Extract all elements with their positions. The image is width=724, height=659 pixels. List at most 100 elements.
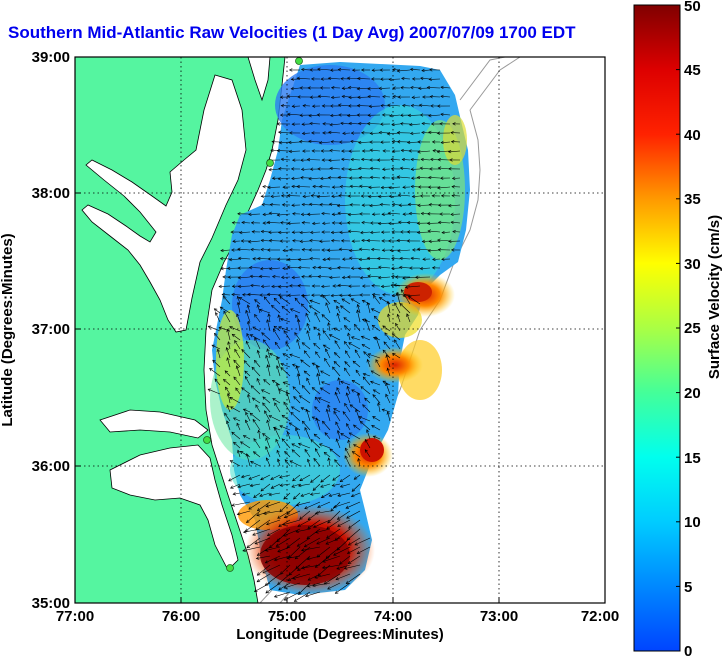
velocity-arrow: [371, 425, 381, 431]
velocity-arrow-head: [385, 393, 389, 398]
velocity-arrow: [316, 365, 321, 377]
velocity-arrow: [301, 69, 311, 71]
velocity-arrow: [319, 443, 331, 449]
velocity-arrow-head: [263, 379, 267, 383]
velocity-arrow: [373, 435, 381, 440]
velocity-arrow: [276, 356, 281, 368]
velocity-arrow-head: [316, 194, 320, 199]
velocity-arrow: [245, 412, 251, 422]
velocity-arrow-head: [250, 461, 254, 464]
velocity-arrow: [246, 341, 251, 350]
velocity-arrow-head: [332, 284, 336, 288]
velocity-arrow: [291, 449, 301, 458]
velocity-arrow-head: [271, 284, 275, 289]
velocity-arrow-head: [436, 149, 440, 154]
velocity-arrow-head: [348, 525, 352, 529]
velocity-arrow-head: [399, 122, 404, 126]
velocity-arrow-head: [364, 449, 369, 453]
velocity-arrow: [340, 483, 351, 488]
velocity-arrow: [276, 528, 291, 542]
velocity-arrow: [327, 404, 331, 413]
velocity-arrow-head: [247, 292, 251, 297]
velocity-arrow: [225, 387, 231, 395]
velocity-arrow-head: [269, 544, 273, 549]
velocity-arrow: [337, 204, 351, 207]
velocity-arrow-head: [297, 265, 302, 270]
velocity-arrow: [229, 326, 241, 332]
velocity-arrow-head: [347, 293, 352, 298]
velocity-arrow-head: [254, 541, 259, 545]
velocity-arrow: [308, 275, 321, 278]
velocity-arrow-head: [249, 483, 254, 488]
velocity-arrow-head: [440, 85, 444, 90]
velocity-arrow-head: [279, 317, 284, 322]
velocity-arrow: [321, 381, 331, 386]
velocity-arrow-head: [314, 511, 319, 515]
velocity-arrow-head: [376, 256, 381, 261]
y-axis-label: Latitude (Degrees:Minutes): [0, 233, 16, 426]
velocity-arrow: [253, 492, 261, 498]
velocity-arrow-head: [327, 586, 331, 590]
velocity-arrow: [388, 186, 401, 189]
velocity-arrow-head: [340, 433, 344, 437]
velocity-arrow-head: [381, 167, 386, 171]
velocity-arrow: [300, 359, 311, 368]
velocity-arrow: [352, 451, 361, 458]
velocity-arrow-head: [369, 230, 374, 235]
velocity-arrow-head: [335, 438, 339, 442]
velocity-arrow-head: [272, 398, 276, 402]
velocity-arrow-head: [384, 332, 388, 336]
velocity-arrow-head: [300, 67, 305, 72]
velocity-arrow: [224, 412, 231, 422]
velocity-arrow-head: [305, 312, 309, 317]
velocity-arrow-head: [346, 113, 351, 118]
velocity-arrow: [361, 222, 371, 224]
velocity-arrow: [357, 309, 361, 323]
velocity-arrow-head: [437, 157, 441, 162]
velocity-arrow: [357, 304, 361, 314]
velocity-arrow-head: [330, 95, 335, 100]
velocity-arrow-head: [387, 313, 391, 317]
velocity-arrow: [291, 443, 301, 449]
velocity-arrow-head: [355, 408, 359, 413]
velocity-arrow-head: [371, 68, 375, 72]
velocity-arrow: [333, 361, 341, 368]
velocity-arrow: [287, 266, 301, 269]
velocity-arrow-head: [268, 492, 273, 497]
velocity-arrow-head: [321, 248, 325, 252]
velocity-arrow: [243, 435, 251, 440]
velocity-arrow: [297, 373, 301, 386]
velocity-arrow: [260, 474, 271, 480]
velocity-arrow-head: [310, 479, 314, 483]
velocity-arrow-head: [396, 238, 400, 243]
velocity-arrow: [277, 510, 291, 519]
velocity-arrow: [291, 87, 301, 90]
velocity-arrow-head: [352, 360, 357, 365]
velocity-arrow: [410, 87, 421, 89]
velocity-arrow-head: [252, 326, 256, 330]
velocity-arrow-head: [295, 427, 299, 432]
velocity-arrow: [344, 403, 351, 413]
velocity-arrow-head: [347, 212, 352, 217]
velocity-arrow: [309, 258, 321, 260]
velocity-arrow: [307, 510, 321, 520]
velocity-arrow: [265, 573, 281, 586]
velocity-arrow-head: [408, 211, 413, 216]
velocity-arrow: [326, 409, 331, 422]
velocity-arrow-head: [311, 131, 315, 135]
velocity-arrow: [320, 177, 331, 179]
velocity-arrow-head: [322, 329, 326, 334]
velocity-arrow-head: [339, 478, 344, 483]
velocity-arrow-head: [326, 526, 330, 530]
velocity-arrow: [272, 398, 281, 404]
velocity-arrow-head: [259, 293, 263, 297]
velocity-arrow-head: [259, 493, 263, 497]
velocity-arrow: [450, 213, 461, 215]
velocity-arrow: [317, 501, 331, 508]
velocity-arrow: [292, 386, 301, 395]
velocity-arrow-head: [273, 297, 278, 302]
velocity-arrow-head: [295, 529, 299, 533]
x-tick-label: 72:00: [581, 608, 619, 625]
velocity-arrow-head: [400, 113, 404, 117]
